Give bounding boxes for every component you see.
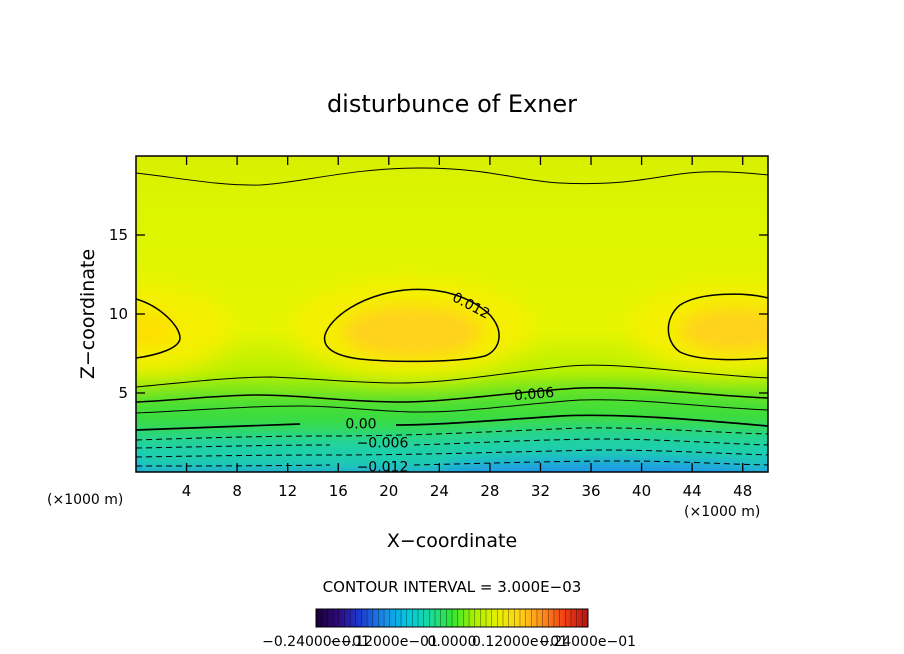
x-tick-label: 8 [232, 482, 242, 500]
x-tick-label: 24 [430, 482, 449, 500]
contour-line-neg-0.012 [136, 460, 768, 467]
contour-line-upper-green [136, 364, 768, 388]
colorbar-label: 0.24000e−01 [540, 634, 636, 650]
contour-label: −0.012 [357, 459, 409, 475]
x-axis-title: X−coordinate [387, 530, 517, 552]
colorbar-label: −0.12000e−01 [330, 634, 438, 650]
colorbar-frame [315, 608, 589, 628]
x-tick-label: 16 [329, 482, 348, 500]
x-tick-label: 20 [379, 482, 398, 500]
contour-label: 0.006 [513, 385, 554, 404]
contour-line-neg-0.003 [136, 427, 768, 441]
x-tick-label: 48 [733, 482, 752, 500]
y-tick-label: 5 [118, 384, 128, 402]
contour-line-top [136, 167, 768, 186]
x-tick-label: 4 [182, 482, 192, 500]
contour-line-0.012-left [136, 298, 181, 359]
y-axis-title: Z−coordinate [77, 249, 99, 379]
colorbar-label: 0.0000 [428, 634, 477, 650]
contour-line-0.003 [136, 399, 768, 414]
contour-fill [136, 156, 768, 472]
x-unit-label: (×1000 m) [684, 504, 760, 520]
hot-cell-left [136, 312, 175, 348]
x-ticks: 4 8 12 16 20 24 28 32 36 40 44 48 [182, 156, 752, 500]
contour-lines [136, 167, 768, 467]
x-tick-label: 28 [480, 482, 499, 500]
colorbar-labels: −0.24000e−01−0.12000e−010.00000.12000e−0… [262, 634, 636, 650]
y-ticks: 5 10 15 [109, 226, 768, 402]
contour-line-0.006 [136, 386, 768, 403]
contour-label: −0.006 [357, 436, 409, 452]
cold-cell-bottom [440, 460, 760, 472]
z-unit-label: (×1000 m) [47, 492, 123, 508]
contour-interval-text: CONTOUR INTERVAL = 3.000E−03 [323, 578, 582, 596]
x-tick-label: 40 [632, 482, 651, 500]
hot-cells [136, 306, 768, 358]
x-tick-label: 12 [278, 482, 297, 500]
hot-cell-center [342, 306, 482, 358]
contour-line-0.012-center [323, 288, 500, 363]
colorbar-label: −0.24000e−01 [262, 634, 370, 650]
x-tick-label: 44 [683, 482, 702, 500]
colorbar [315, 608, 589, 628]
contour-label: 0.00 [345, 417, 376, 433]
x-tick-label: 32 [531, 482, 550, 500]
contour-line-zero [136, 414, 768, 431]
contour-line-neg-0.006 [136, 438, 768, 449]
contour-line-0.012-right [667, 293, 768, 361]
colorbar-label: 0.12000e−01 [472, 634, 568, 650]
x-tick-label: 36 [581, 482, 600, 500]
chart-title: disturbunce of Exner [327, 90, 577, 118]
y-tick-label: 15 [109, 226, 128, 244]
colorbar-hatch [321, 609, 583, 627]
hot-cell-right [680, 308, 768, 352]
y-tick-label: 10 [109, 305, 128, 323]
